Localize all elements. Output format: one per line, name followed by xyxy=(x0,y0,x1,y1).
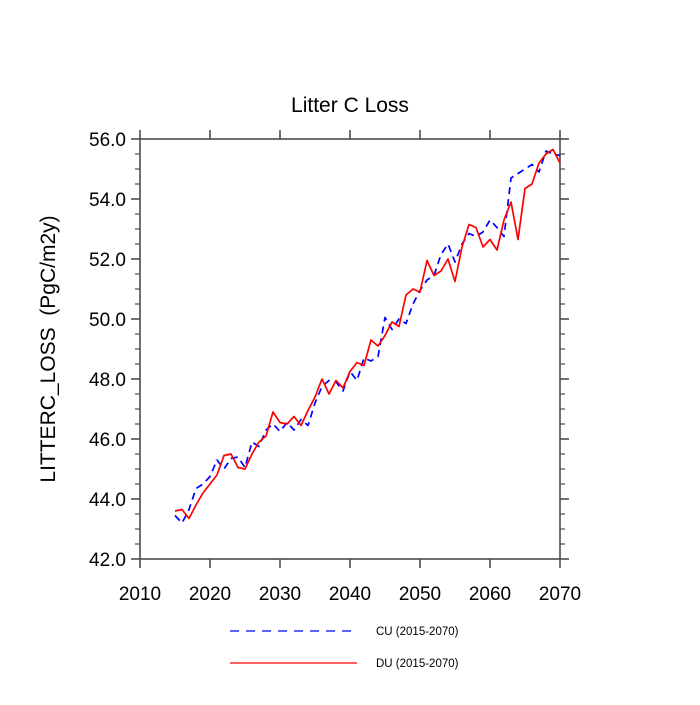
axis-tick-labels: 2010 2020 2030 2040 2050 2060 2070 42.0 44.0 46.0… xyxy=(89,130,581,605)
x-tick-label: 2050 xyxy=(399,584,441,605)
data-series xyxy=(174,148,561,524)
legend-label-du: DU (2015-2070) xyxy=(376,658,459,670)
series-line-du xyxy=(174,148,561,520)
legend-label-cu: CU (2015-2070) xyxy=(376,626,459,638)
y-tick-label: 42.0 xyxy=(89,550,126,571)
y-tick-label: 44.0 xyxy=(89,490,126,511)
x-tick-label: 2070 xyxy=(539,584,581,605)
x-tick-label: 2020 xyxy=(189,584,231,605)
axes xyxy=(139,138,561,560)
x-tick-label: 2010 xyxy=(119,584,161,605)
y-tick-label: 50.0 xyxy=(89,310,126,331)
chart-title: Litter C Loss xyxy=(291,94,409,117)
y-tick-label: 56.0 xyxy=(89,130,126,151)
y-tick-label: 46.0 xyxy=(89,430,126,451)
x-tick-label: 2030 xyxy=(259,584,301,605)
y-axis-label: LITTERC_LOSS (PgC/m2y) xyxy=(37,215,60,482)
legend: CU (2015-2070) DU (2015-2070) xyxy=(230,626,459,670)
y-tick-label: 54.0 xyxy=(89,190,126,211)
axis-ticks xyxy=(131,130,569,568)
x-tick-label: 2060 xyxy=(469,584,511,605)
plot-frame xyxy=(139,138,561,560)
y-tick-label: 48.0 xyxy=(89,370,126,391)
series-line-cu xyxy=(174,150,561,524)
y-tick-label: 52.0 xyxy=(89,250,126,271)
x-tick-label: 2040 xyxy=(329,584,371,605)
